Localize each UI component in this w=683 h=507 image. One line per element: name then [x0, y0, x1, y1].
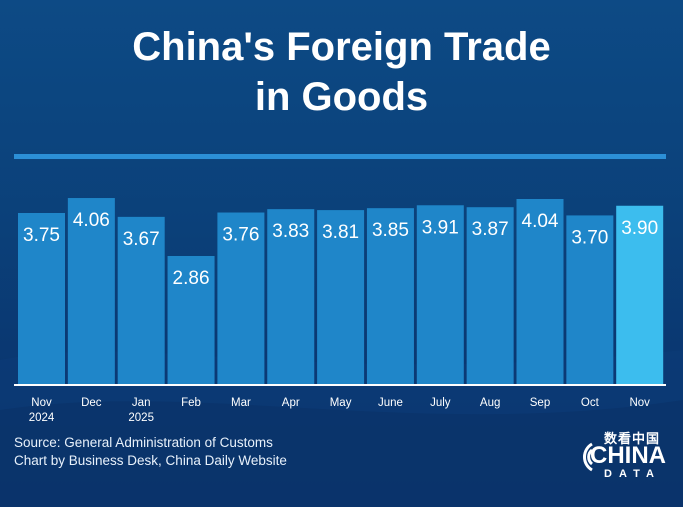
- value-label-9: 3.87: [472, 219, 509, 240]
- value-label-1: 4.06: [73, 210, 110, 231]
- chart-title: China's Foreign Trade in Goods: [0, 22, 683, 122]
- bar-9: [466, 207, 514, 384]
- category-label-1: Dec: [81, 397, 102, 409]
- value-label-12: 3.90: [621, 218, 658, 239]
- value-label-3: 2.86: [173, 268, 210, 289]
- bar-0: [18, 213, 65, 384]
- bar-3: [167, 255, 215, 384]
- bar-4: [217, 212, 265, 384]
- category-label-10: Sep: [530, 397, 550, 409]
- bar-7: [366, 208, 414, 384]
- category-label-0: Nov: [31, 397, 52, 409]
- value-label-8: 3.91: [422, 217, 459, 238]
- credit-note: Chart by Business Desk, China Daily Webs…: [14, 453, 287, 468]
- value-label-6: 3.81: [322, 222, 359, 243]
- bar-chart: 3.75 Nov 2024 4.06 Dec 3.67 Jan 2025 2.86 Feb 3.76…: [18, 198, 664, 424]
- value-label-7: 3.85: [372, 220, 409, 241]
- logo-signal-icon: [582, 442, 594, 472]
- category-label-2: Jan: [132, 397, 151, 409]
- category-label-3: Feb: [181, 397, 201, 409]
- bar-12: [616, 205, 664, 384]
- category-label-8: July: [430, 397, 451, 409]
- bar-5: [267, 209, 315, 384]
- category-label-5: Apr: [282, 397, 300, 409]
- bar-6: [317, 210, 365, 384]
- chart-title-line-2: in Goods: [254, 75, 429, 119]
- source-note: Source: General Administration of Custom…: [14, 435, 273, 450]
- bar-8: [416, 205, 464, 384]
- value-label-5: 3.83: [272, 221, 309, 242]
- category-label-0-year: 2024: [29, 412, 55, 424]
- value-label-4: 3.76: [222, 225, 259, 246]
- category-label-6: May: [330, 397, 352, 409]
- value-label-2: 3.67: [123, 229, 160, 250]
- value-label-10: 4.04: [522, 211, 559, 232]
- value-label-11: 3.70: [571, 227, 608, 248]
- category-label-4: Mar: [231, 397, 251, 409]
- chart-title-line-1: China's Foreign Trade: [132, 25, 551, 69]
- logo-chinese-text: 数看中国: [604, 432, 661, 447]
- china-data-logo: 数看中国 CHINA DATA: [570, 426, 670, 486]
- logo-china-text: CHINA: [590, 442, 666, 469]
- footer-notes: Source: General Administration of Custom…: [14, 434, 287, 470]
- category-label-12: Nov: [629, 397, 650, 409]
- category-label-11: Oct: [581, 397, 600, 409]
- title-divider: [14, 154, 666, 159]
- logo-data-text: DATA: [604, 468, 661, 480]
- category-label-2-year: 2025: [128, 412, 154, 424]
- category-label-9: Aug: [480, 397, 500, 409]
- value-label-0: 3.75: [23, 225, 60, 246]
- bar-2: [117, 216, 165, 384]
- category-label-7: June: [378, 397, 403, 409]
- bar-10: [516, 198, 564, 384]
- bar-11: [566, 215, 614, 384]
- bar-1: [67, 198, 115, 384]
